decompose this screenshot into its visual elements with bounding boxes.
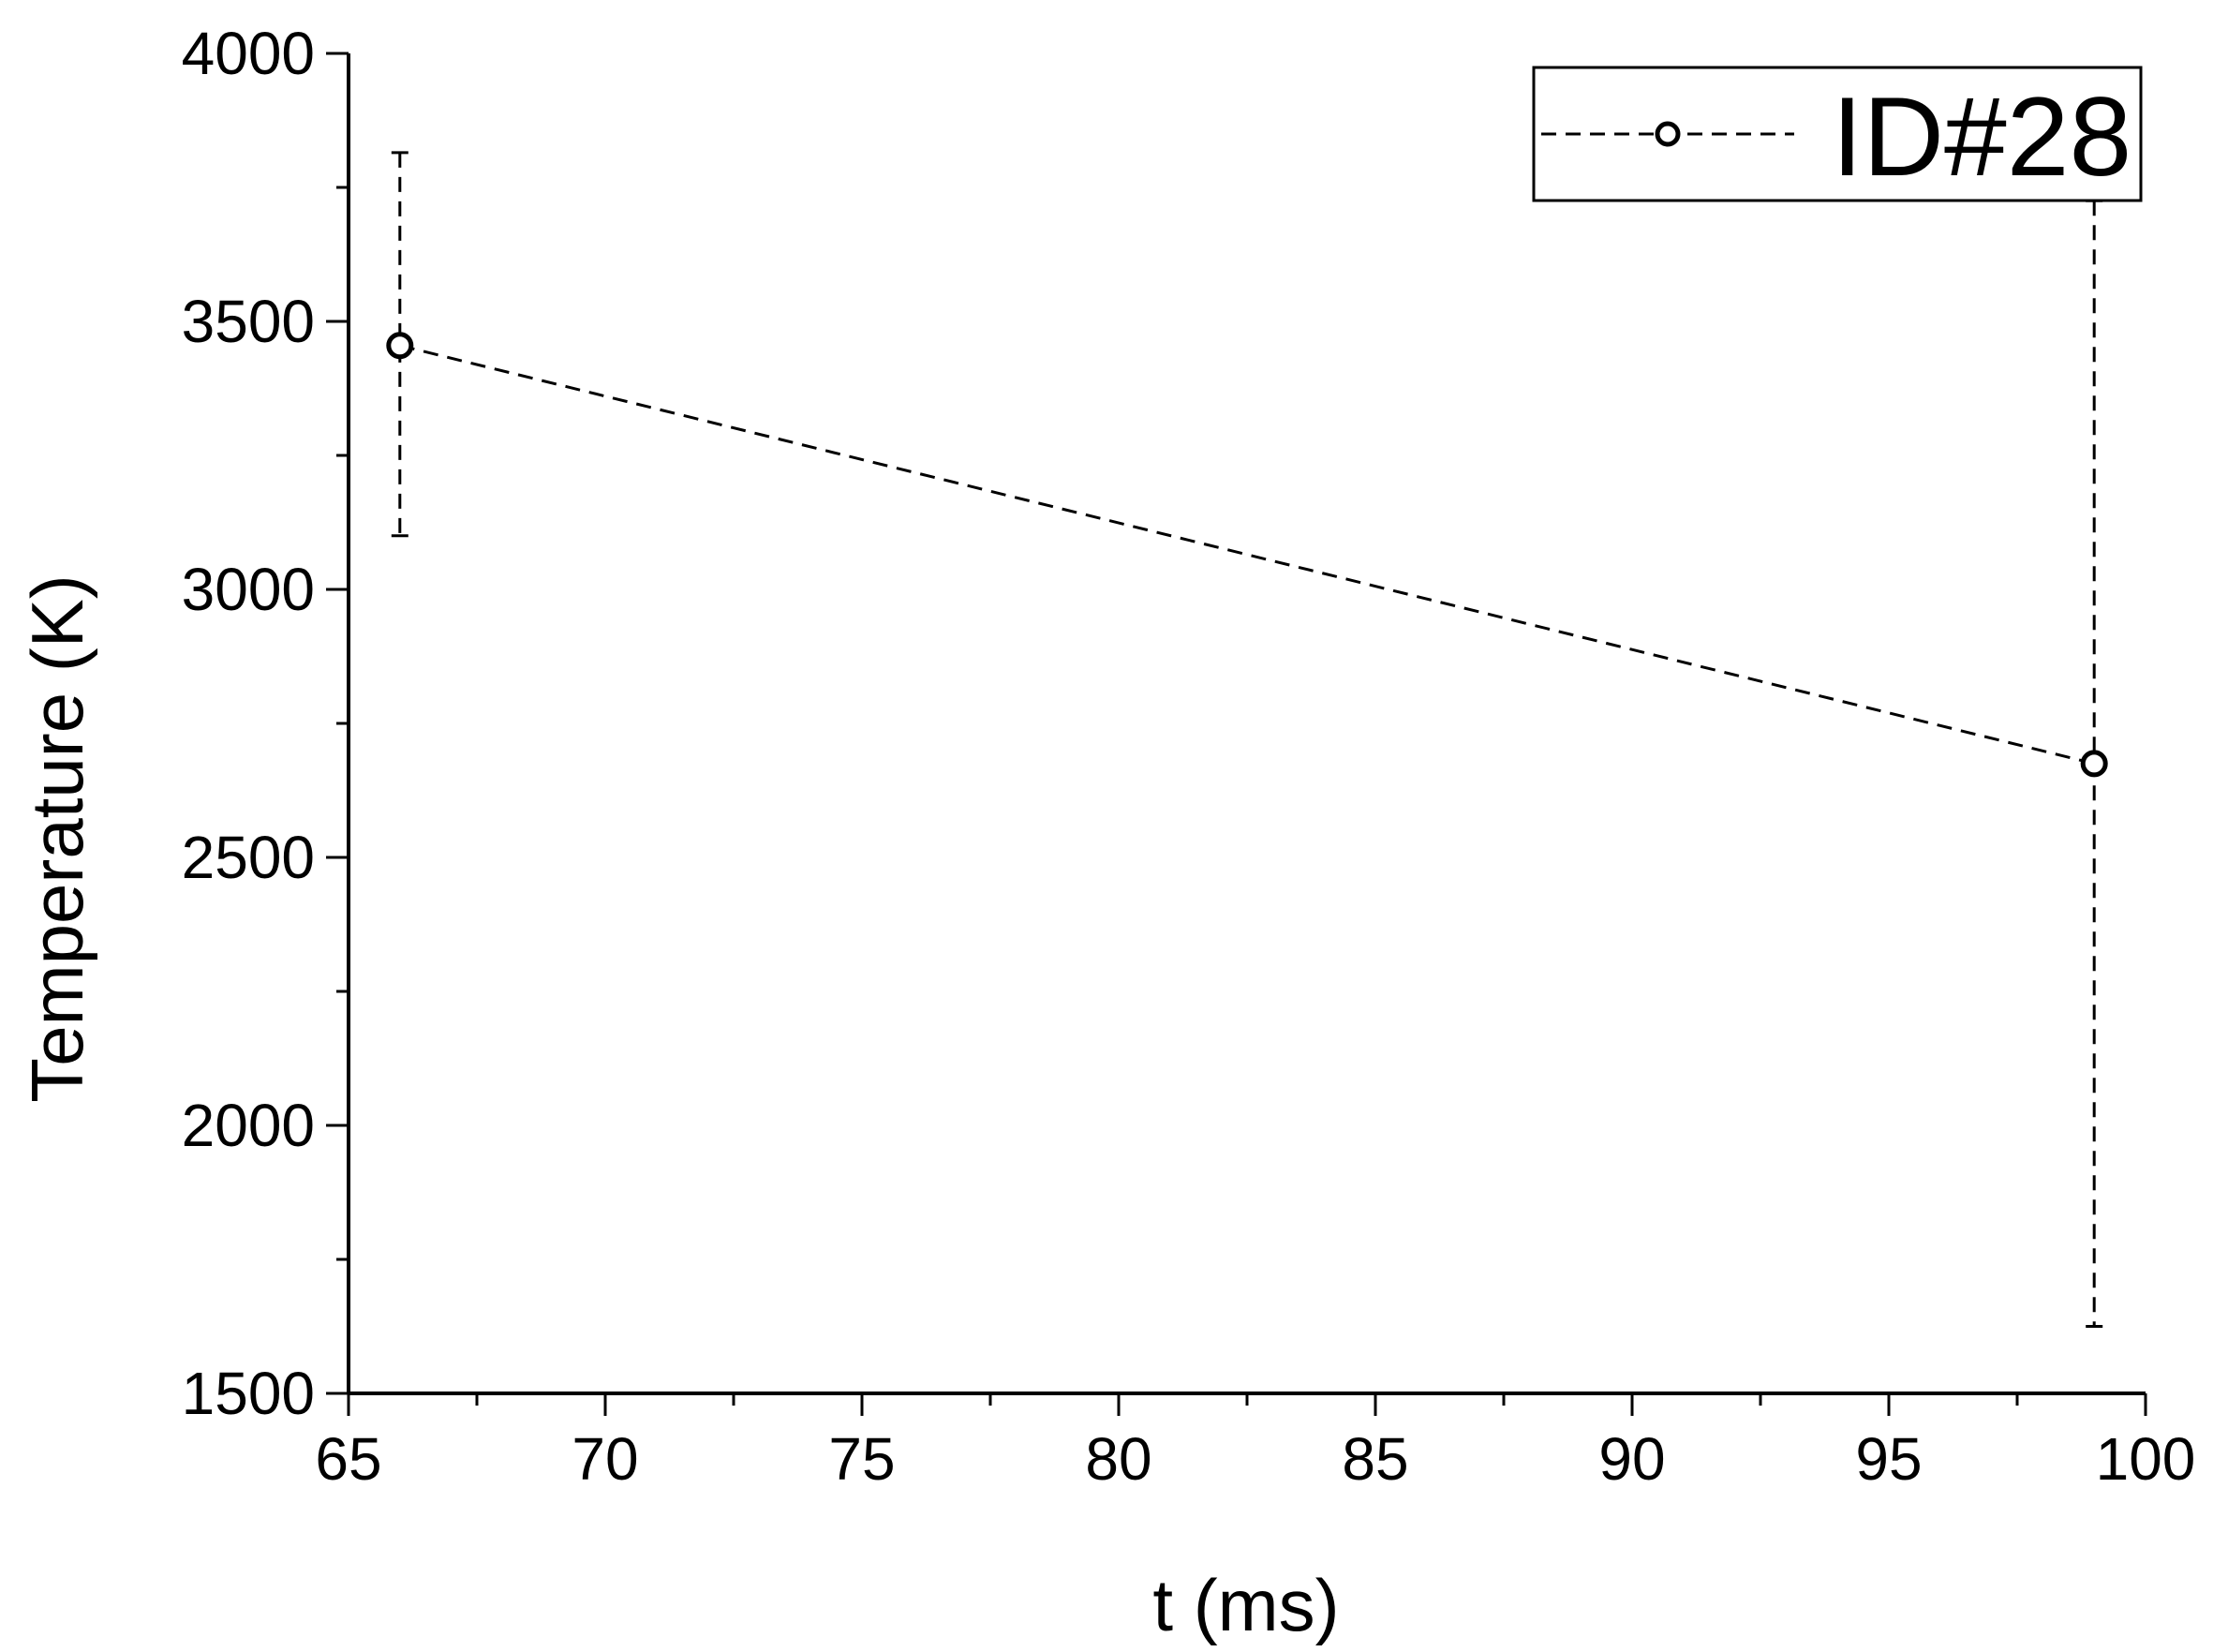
x-tick-label: 65: [315, 1425, 381, 1493]
y-tick-label: 2000: [182, 1092, 315, 1159]
y-tick-label: 4000: [182, 20, 315, 87]
legend-box: [1532, 66, 2143, 202]
legend: ID#28: [1532, 66, 2143, 202]
legend-label: ID#28: [1832, 74, 2131, 200]
x-tick-label: 80: [1085, 1425, 1151, 1493]
data-point: [386, 332, 414, 360]
y-axis-title: Temperature (K): [16, 574, 98, 1103]
error-bars: [391, 151, 2103, 1328]
x-tick-label: 70: [572, 1425, 638, 1493]
series-line: [399, 344, 2095, 766]
x-tick-label: 95: [1855, 1425, 1922, 1493]
axes: [347, 53, 2146, 1395]
x-tick-label: 100: [2096, 1425, 2196, 1493]
markers: [386, 332, 2108, 778]
y-tick-label: 1500: [182, 1360, 315, 1427]
tick-labels: 65 70 75 80 85 90 95 100 1500 2000 2500 3000 3500 400…: [182, 20, 2196, 1493]
ticks: [326, 52, 2147, 1416]
x-tick-label: 90: [1598, 1425, 1665, 1493]
y-tick-label: 2500: [182, 824, 315, 891]
y-tick-label: 3000: [182, 556, 315, 623]
x-tick-label: 85: [1342, 1425, 1408, 1493]
x-tick-label: 75: [828, 1425, 895, 1493]
x-axis-title: t (ms): [1152, 1564, 1339, 1646]
data-point: [2080, 750, 2108, 778]
legend-marker: [1655, 121, 1681, 147]
series-line-group: [399, 344, 2095, 766]
y-tick-label: 3500: [182, 288, 315, 355]
